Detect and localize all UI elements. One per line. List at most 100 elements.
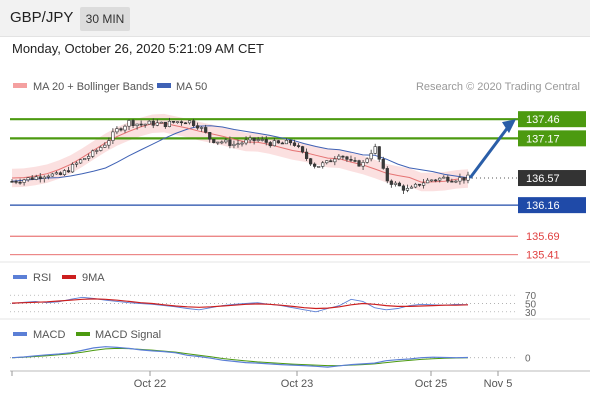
candle <box>91 149 95 159</box>
candle <box>147 120 151 125</box>
candle-body <box>357 160 361 167</box>
candle <box>151 118 155 129</box>
candle <box>143 123 147 128</box>
legend-macd-label: MACD <box>33 329 65 341</box>
candle-body <box>179 121 184 124</box>
candle-body <box>228 139 232 146</box>
candle <box>280 141 284 145</box>
rsi-tick: 70 <box>525 291 537 302</box>
candle-body <box>438 177 442 181</box>
candle <box>272 138 276 147</box>
candle-body <box>313 163 317 167</box>
candle-body <box>252 137 256 141</box>
rsi-tick: 50 <box>525 300 537 311</box>
candle <box>446 175 450 183</box>
candle-body <box>333 158 337 163</box>
candle <box>413 182 418 189</box>
candle <box>123 124 127 133</box>
candle <box>369 149 373 162</box>
candle <box>389 179 393 188</box>
candle-body <box>401 185 406 191</box>
candle-body <box>119 128 123 131</box>
candle-body <box>288 140 293 144</box>
candle <box>216 141 220 146</box>
legend-9ma-label: 9MA <box>82 272 105 284</box>
candle <box>62 169 67 177</box>
legend-ma50-label: MA 50 <box>176 81 207 93</box>
candle-body <box>248 137 252 141</box>
level-tag <box>518 130 586 147</box>
candle <box>187 120 192 125</box>
candle-body <box>405 187 410 191</box>
candle <box>220 140 224 145</box>
candle <box>260 136 264 142</box>
candle <box>353 157 357 163</box>
candle <box>276 139 280 144</box>
candle <box>18 178 22 185</box>
candle-body <box>107 140 111 146</box>
candle <box>131 119 135 129</box>
x-tick-label: Oct 22 <box>134 378 166 390</box>
candle <box>341 155 345 160</box>
candle-body <box>434 179 438 182</box>
candle <box>119 127 123 132</box>
candle-body <box>268 142 272 147</box>
candle-body <box>151 120 155 126</box>
candle-body <box>74 162 79 165</box>
candle-body <box>216 141 220 144</box>
candle <box>14 179 18 185</box>
candle-body <box>163 121 167 127</box>
candle-body <box>220 141 224 144</box>
candle <box>135 123 139 130</box>
candle-body <box>66 170 71 173</box>
candle <box>381 156 385 170</box>
level-tag <box>518 111 586 128</box>
candle <box>74 161 79 168</box>
candle <box>296 143 301 149</box>
candle <box>284 138 289 145</box>
candle <box>377 146 381 163</box>
rsi-line <box>11 296 469 313</box>
candle-body <box>187 120 192 124</box>
candle-body <box>296 145 301 147</box>
price-panel: 137.46 137.17 136.57 136.16 135.69 135.41 <box>10 111 586 262</box>
candle <box>304 148 309 161</box>
candle <box>50 172 54 177</box>
candle <box>99 145 103 152</box>
candle-body <box>317 166 321 168</box>
candle-body <box>171 120 176 123</box>
candle-body <box>389 180 393 185</box>
candle <box>167 117 171 128</box>
candle <box>345 155 349 162</box>
candle-body <box>393 182 397 185</box>
candle <box>309 157 313 166</box>
x-tick-label: Oct 25 <box>415 378 447 390</box>
candle-body <box>123 125 127 131</box>
candle <box>208 132 212 143</box>
candle-body <box>454 180 458 183</box>
candle <box>139 120 143 127</box>
projection-arrow <box>468 126 510 179</box>
candle-body <box>62 170 67 175</box>
candle <box>349 155 353 162</box>
candle <box>66 166 71 173</box>
candle-body <box>26 177 30 181</box>
candle-body <box>365 158 369 163</box>
candle-body <box>240 142 244 145</box>
candle <box>466 171 470 184</box>
candle <box>373 143 377 155</box>
candle-body <box>79 159 83 164</box>
ma20-line <box>11 122 469 183</box>
candle-body <box>466 174 470 181</box>
candle-body <box>83 158 87 161</box>
candle-body <box>304 151 309 159</box>
candle-body <box>103 144 107 148</box>
macd-panel: 0 <box>10 346 531 368</box>
level-tag <box>518 197 586 214</box>
timeframe-button[interactable]: 30 MIN <box>80 7 130 31</box>
candle <box>248 135 252 144</box>
candle <box>401 184 406 194</box>
legend-ma50-swatch <box>157 83 171 88</box>
candle <box>357 159 361 167</box>
